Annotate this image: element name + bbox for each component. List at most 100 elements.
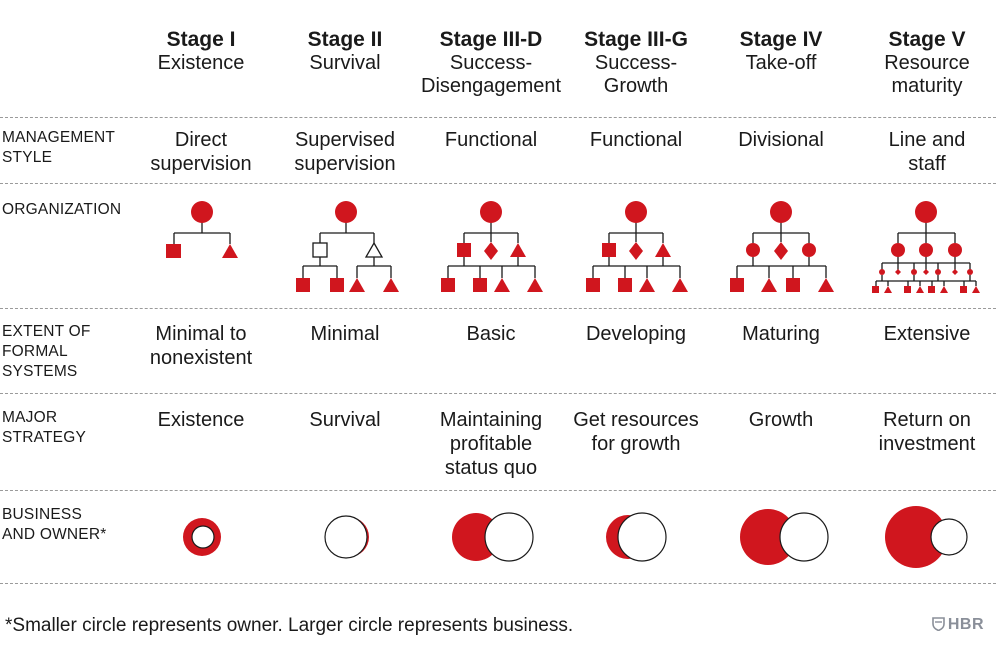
circle-node	[802, 243, 816, 257]
triangle-node	[672, 278, 688, 292]
triangle-node	[916, 286, 924, 293]
org-chart-stage-2	[302, 222, 392, 278]
circle-node	[919, 243, 933, 257]
triangle-node	[818, 278, 834, 292]
strategy-stage-4: Growth	[748, 409, 814, 431]
stage-subtitle: Survival	[309, 52, 381, 74]
owner-node	[191, 201, 213, 223]
management-style-stage-4: Divisional	[738, 129, 824, 151]
row-label-management: MANAGEMENT STYLE	[2, 129, 116, 166]
systems-stage-2: Minimal	[310, 323, 380, 345]
management-style-stage-1: Direct supervision	[150, 129, 252, 175]
row-label-organization: ORGANIZATION	[2, 201, 122, 218]
footnote: *Smaller circle represents owner. Larger…	[5, 615, 574, 636]
square-node	[602, 243, 616, 257]
business-owner-stage-1	[183, 518, 221, 556]
square-node	[786, 278, 800, 292]
systems-stage-3g: Developing	[585, 323, 687, 345]
square-node	[457, 243, 471, 257]
management-style-stage-3g: Functional	[589, 129, 683, 151]
systems-stage-4: Maturing	[742, 323, 820, 345]
systems-stage-3d: Basic	[466, 323, 516, 345]
circle-node	[948, 243, 962, 257]
square-node	[296, 278, 310, 292]
square-node	[312, 242, 328, 258]
org-chart-stage-4	[736, 222, 827, 278]
stage-subtitle: Resource maturity	[884, 52, 970, 97]
row-divider	[0, 117, 996, 118]
circle-node	[967, 269, 973, 275]
shield-icon	[932, 617, 945, 632]
strategy-stage-2: Survival	[309, 409, 381, 431]
stage-title: Stage III-G	[584, 28, 688, 51]
stage-subtitle: Success- Growth	[594, 52, 678, 97]
square-node	[872, 286, 879, 293]
owner-node	[915, 201, 937, 223]
org-chart-stage-5	[875, 222, 977, 286]
diamond-node	[895, 269, 901, 275]
square-node	[586, 278, 600, 292]
diamond-node	[774, 242, 788, 260]
strategy-stage-5: Return on investment	[878, 409, 976, 455]
square-node	[473, 278, 487, 292]
stage-subtitle: Take-off	[745, 52, 817, 74]
stage-5-header: Stage V Resource maturity	[857, 28, 996, 98]
triangle-node	[884, 286, 892, 293]
triangle-node	[510, 243, 526, 257]
square-node	[618, 278, 632, 292]
stage-1-header: Stage I Existence	[131, 28, 271, 75]
row-divider	[0, 183, 996, 184]
owner-node	[335, 201, 357, 223]
diamond-node	[484, 242, 498, 260]
stage-title: Stage II	[307, 28, 383, 51]
hbr-logo: HBR	[932, 616, 984, 634]
triangle-node	[364, 241, 384, 258]
org-chart-stage-3g	[592, 222, 681, 278]
row-divider	[0, 490, 996, 491]
circle-node	[746, 243, 760, 257]
row-label-strategy: MAJOR STRATEGY	[2, 409, 86, 446]
owner-node	[480, 201, 502, 223]
strategy-stage-3g: Get resources for growth	[573, 409, 699, 455]
stage-3g-header: Stage III-G Success- Growth	[566, 28, 706, 98]
triangle-node	[940, 286, 948, 293]
stage-2-header: Stage II Survival	[275, 28, 415, 75]
square-node	[441, 278, 455, 292]
triangle-node	[972, 286, 980, 293]
row-label-business: BUSINESS AND OWNER*	[2, 506, 107, 543]
management-style-stage-5: Line and staff	[888, 129, 966, 175]
circle-node	[879, 269, 885, 275]
stage-3d-header: Stage III-D Success- Disengagement	[421, 28, 561, 98]
business-owner-stage-5	[885, 506, 968, 568]
square-node	[166, 244, 181, 258]
triangle-node	[494, 278, 510, 292]
row-divider	[0, 308, 996, 309]
row-divider	[0, 393, 996, 394]
row-label-systems: EXTENT OF FORMAL SYSTEMS	[2, 323, 91, 380]
triangle-node	[383, 278, 399, 292]
business-owner-stage-3d	[452, 512, 534, 562]
stage-4-header: Stage IV Take-off	[711, 28, 851, 75]
stage-subtitle: Existence	[157, 52, 245, 74]
stage-subtitle: Success- Disengagement	[421, 52, 562, 97]
triangle-node	[527, 278, 543, 292]
circle-node	[911, 269, 917, 275]
triangle-node	[349, 278, 365, 292]
diamond-node	[952, 269, 958, 275]
triangle-node	[222, 244, 238, 258]
business-owner-stage-3g	[606, 512, 667, 562]
circle-node	[935, 269, 941, 275]
management-style-stage-3d: Functional	[444, 129, 538, 151]
square-node	[960, 286, 967, 293]
diamond-node	[923, 269, 929, 275]
diamond-node	[629, 242, 643, 260]
square-node	[330, 278, 344, 292]
strategy-stage-1: Existence	[157, 409, 245, 431]
stage-title: Stage IV	[739, 28, 823, 51]
business-owner-stage-2	[324, 515, 369, 559]
business-owner-stage-4	[740, 509, 829, 565]
row-divider	[0, 583, 996, 584]
systems-stage-1: Minimal to nonexistent	[149, 323, 253, 369]
owner-node	[770, 201, 792, 223]
